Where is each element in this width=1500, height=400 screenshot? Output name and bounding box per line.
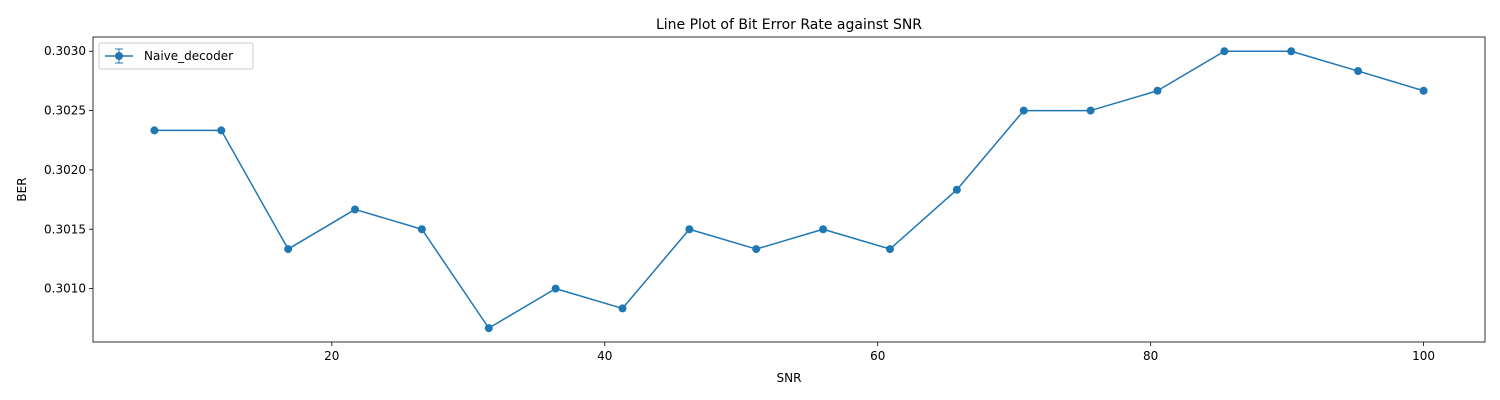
series-naive-decoder <box>150 47 1428 333</box>
x-tick-label: 60 <box>870 349 885 363</box>
data-point <box>819 225 828 234</box>
data-point <box>1287 47 1296 56</box>
y-axis-label: BER <box>15 177 29 201</box>
y-tick-label: 0.3025 <box>44 104 86 118</box>
data-point <box>1220 47 1229 56</box>
y-axis: 0.3010 0.3015 0.3020 0.3025 0.3030 <box>44 44 93 296</box>
data-point <box>1086 106 1095 115</box>
data-point <box>417 225 426 234</box>
plot-area <box>92 36 1486 343</box>
data-point <box>885 245 894 254</box>
legend-entry-naive-decoder: Naive_decoder <box>144 49 233 63</box>
data-point <box>484 324 493 333</box>
data-point <box>952 185 961 194</box>
y-tick-label: 0.3010 <box>44 282 86 296</box>
x-axis-label: SNR <box>777 371 802 385</box>
y-tick-label: 0.3015 <box>44 222 86 236</box>
data-point <box>1019 106 1028 115</box>
x-tick-label: 40 <box>597 349 612 363</box>
y-tick-label: 0.3020 <box>44 163 86 177</box>
data-point <box>1153 86 1162 95</box>
data-point <box>351 205 360 214</box>
x-tick-label: 20 <box>324 349 339 363</box>
legend-point-marker <box>115 52 123 60</box>
data-point <box>551 284 560 293</box>
data-point <box>1419 86 1428 95</box>
x-tick-label: 100 <box>1412 349 1435 363</box>
data-point <box>150 126 159 135</box>
chart-title: Line Plot of Bit Error Rate against SNR <box>656 17 922 33</box>
data-point <box>1354 67 1363 76</box>
series-line <box>154 50 1424 329</box>
data-point <box>685 225 694 234</box>
legend-box <box>98 42 254 70</box>
legend: Naive_decoder <box>98 42 254 70</box>
data-point <box>618 304 627 313</box>
x-tick-label: 80 <box>1143 349 1158 363</box>
data-point <box>217 126 226 135</box>
data-point <box>752 245 761 254</box>
data-point <box>284 245 293 254</box>
y-tick-label: 0.3030 <box>44 44 86 58</box>
x-axis: 20 40 60 80 100 <box>324 342 1435 363</box>
